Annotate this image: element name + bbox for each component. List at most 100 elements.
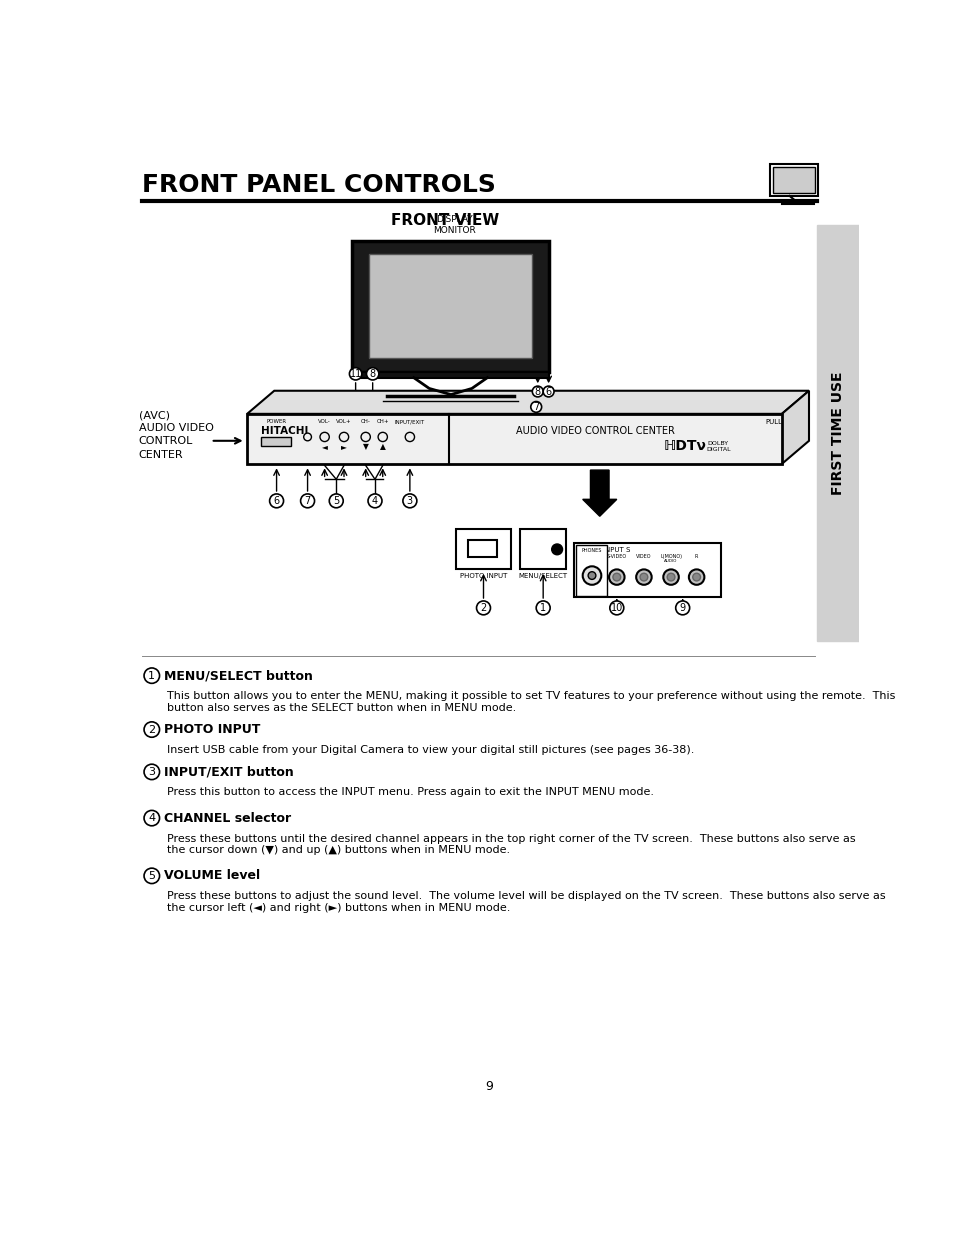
Bar [247, 414, 781, 464]
Text: DISPLAY
MONITOR: DISPLAY MONITOR [433, 215, 475, 235]
Bar [352, 372, 549, 378]
Text: MENU/SELECT button: MENU/SELECT button [164, 669, 313, 682]
Bar [456, 530, 510, 569]
Text: MENU/SELECT: MENU/SELECT [518, 573, 567, 579]
Text: VOL-: VOL- [318, 419, 331, 424]
Text: L(MONO): L(MONO) [659, 555, 681, 559]
Text: S-VIDEO: S-VIDEO [606, 555, 626, 559]
Circle shape [532, 387, 542, 396]
Circle shape [405, 432, 415, 442]
Text: 2: 2 [480, 603, 486, 613]
Circle shape [536, 601, 550, 615]
Bar [519, 530, 566, 569]
Circle shape [360, 432, 370, 442]
Circle shape [636, 569, 651, 585]
Circle shape [662, 569, 679, 585]
Bar [773, 167, 815, 193]
Circle shape [639, 573, 647, 580]
Text: INPUT/EXIT button: INPUT/EXIT button [164, 766, 294, 778]
Text: button also serves as the SELECT button when in MENU mode.: button also serves as the SELECT button … [167, 703, 516, 713]
Bar [352, 241, 549, 372]
Polygon shape [781, 390, 808, 464]
Circle shape [377, 432, 387, 442]
Circle shape [339, 432, 348, 442]
Text: the cursor left (◄) and right (►) buttons when in MENU mode.: the cursor left (◄) and right (►) button… [167, 903, 510, 913]
Circle shape [144, 868, 159, 883]
Text: Insert USB cable from your Digital Camera to view your digital still pictures (s: Insert USB cable from your Digital Camer… [167, 745, 694, 755]
Circle shape [675, 601, 689, 615]
Text: FRONT PANEL CONTROLS: FRONT PANEL CONTROLS [142, 173, 496, 198]
Text: PHONES: PHONES [581, 548, 601, 553]
Text: ▼: ▼ [362, 442, 368, 451]
Polygon shape [582, 471, 617, 516]
Text: FIRST TIME USE: FIRST TIME USE [830, 372, 843, 495]
Text: VOLUME level: VOLUME level [164, 869, 260, 882]
Text: Press these buttons until the desired channel appears in the top right corner of: Press these buttons until the desired ch… [167, 834, 855, 844]
Bar [468, 540, 497, 557]
Text: 5: 5 [333, 496, 339, 506]
Circle shape [609, 601, 623, 615]
Bar [369, 254, 532, 358]
Text: ◄: ◄ [321, 442, 327, 451]
Circle shape [300, 494, 314, 508]
Text: 4: 4 [372, 496, 377, 506]
Text: CH+: CH+ [376, 419, 389, 424]
Text: HITACHI: HITACHI [261, 426, 308, 436]
Circle shape [542, 387, 554, 396]
Circle shape [476, 601, 490, 615]
Text: CHANNEL selector: CHANNEL selector [164, 811, 291, 825]
Bar [574, 543, 720, 597]
Circle shape [587, 572, 596, 579]
Text: 3: 3 [406, 496, 413, 506]
Bar [816, 225, 858, 641]
Circle shape [666, 573, 674, 580]
Text: 4: 4 [148, 813, 155, 823]
Text: This button allows you to enter the MENU, making it possible to set TV features : This button allows you to enter the MENU… [167, 692, 895, 701]
Text: 8: 8 [534, 387, 540, 396]
Circle shape [144, 721, 159, 737]
Text: 8: 8 [369, 369, 375, 379]
Bar [261, 437, 291, 446]
Circle shape [303, 433, 311, 441]
Text: ►: ► [341, 442, 347, 451]
Text: 5: 5 [148, 871, 155, 881]
Text: PULL: PULL [765, 419, 781, 425]
Text: 1: 1 [539, 603, 546, 613]
Text: DOLBY
DIGITAL: DOLBY DIGITAL [705, 441, 730, 452]
Text: 1: 1 [148, 671, 155, 680]
Circle shape [144, 764, 159, 779]
Text: PHOTO INPUT: PHOTO INPUT [164, 722, 260, 736]
Circle shape [349, 368, 361, 380]
Text: the cursor down (▼) and up (▲) buttons when in MENU mode.: the cursor down (▼) and up (▲) buttons w… [167, 845, 510, 855]
Text: PHOTO INPUT: PHOTO INPUT [459, 573, 507, 579]
Circle shape [402, 494, 416, 508]
Text: 3: 3 [148, 767, 155, 777]
Circle shape [319, 432, 329, 442]
Circle shape [270, 494, 283, 508]
Text: AUDIO: AUDIO [663, 558, 677, 563]
Circle shape [612, 573, 620, 580]
Text: POWER: POWER [266, 419, 286, 424]
Circle shape [688, 569, 703, 585]
Text: CH-: CH- [360, 419, 371, 424]
Text: VOL+: VOL+ [335, 419, 352, 424]
Bar [769, 163, 818, 196]
Circle shape [144, 668, 159, 683]
Circle shape [144, 810, 159, 826]
Text: (AVC)
AUDIO VIDEO
CONTROL
CENTER: (AVC) AUDIO VIDEO CONTROL CENTER [138, 410, 213, 459]
Circle shape [329, 494, 343, 508]
Circle shape [608, 569, 624, 585]
Text: 2: 2 [148, 725, 155, 735]
Text: AUDIO VIDEO CONTROL CENTER: AUDIO VIDEO CONTROL CENTER [516, 426, 675, 436]
Text: R: R [694, 555, 698, 559]
Text: Press these buttons to adjust the sound level.  The volume level will be display: Press these buttons to adjust the sound … [167, 892, 885, 902]
Circle shape [366, 368, 378, 380]
Circle shape [582, 567, 600, 585]
Text: 11: 11 [349, 369, 361, 379]
Text: FRONT VIEW: FRONT VIEW [390, 212, 498, 228]
Text: ℍDTν: ℍDTν [663, 440, 706, 453]
Text: 7: 7 [533, 401, 538, 412]
Text: 6: 6 [545, 387, 551, 396]
Text: ▲: ▲ [379, 442, 385, 451]
Bar [576, 545, 607, 595]
